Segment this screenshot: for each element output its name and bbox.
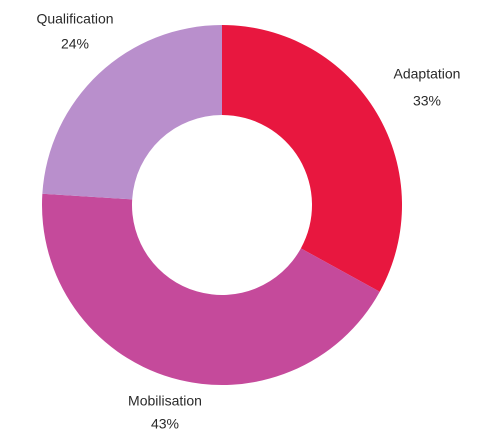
slice-value: 24% bbox=[61, 36, 89, 52]
donut-slice bbox=[222, 25, 403, 292]
donut-slice bbox=[42, 25, 222, 200]
slice-label: Mobilisation bbox=[128, 393, 202, 409]
slice-value: 43% bbox=[151, 416, 179, 432]
slice-label: Qualification bbox=[36, 11, 113, 27]
donut-slice bbox=[41, 193, 380, 386]
slice-label: Adaptation bbox=[394, 66, 461, 82]
slice-value: 33% bbox=[413, 93, 441, 109]
